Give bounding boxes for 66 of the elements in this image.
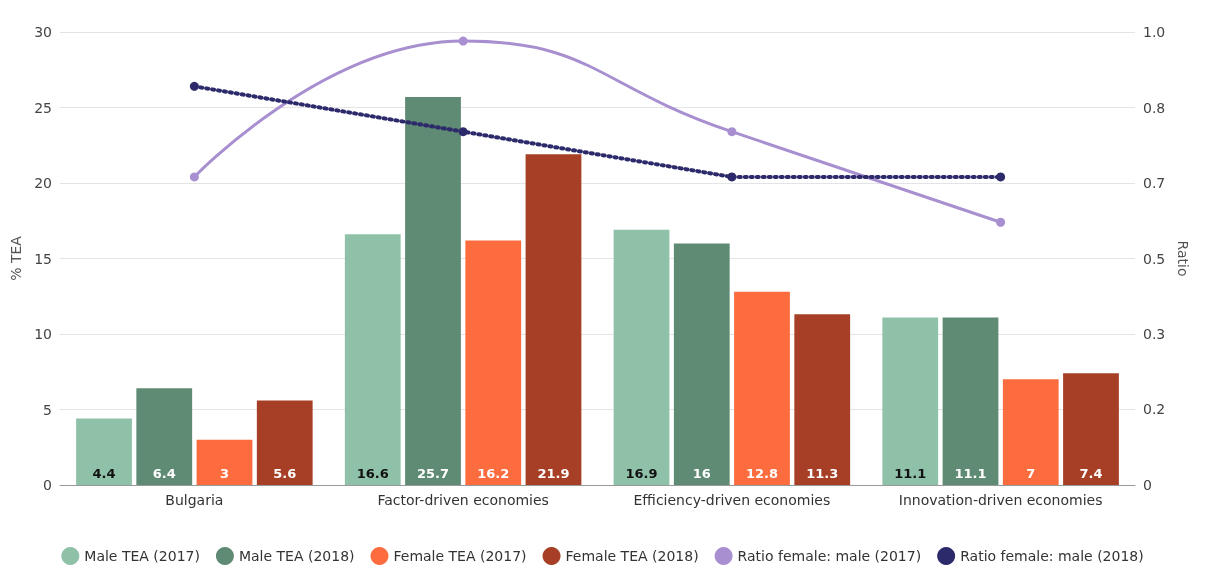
bar	[196, 439, 253, 485]
point	[727, 172, 737, 182]
x-tick-label: Efficiency-driven economies	[633, 492, 831, 508]
bar	[1002, 379, 1059, 485]
bar	[465, 240, 522, 485]
bar	[1063, 373, 1119, 485]
point	[996, 172, 1006, 182]
data-label: 11.3	[806, 466, 839, 481]
bar	[405, 96, 461, 485]
bar	[673, 243, 730, 485]
data-label: 6.4	[152, 466, 176, 481]
y2-tick-label: 0.8	[1143, 99, 1166, 116]
data-label: 16	[692, 466, 711, 481]
x-tick-label: Bulgaria	[165, 492, 224, 508]
legend-label: Female TEA (2018)	[565, 548, 699, 564]
bar	[734, 291, 790, 485]
legend-label: Ratio female: male (2018)	[960, 548, 1144, 564]
data-label: 7	[1026, 466, 1036, 481]
data-label: 5.6	[273, 466, 297, 481]
point	[458, 127, 468, 137]
y2-tick-label: 0	[1143, 477, 1152, 493]
y-tick-label: 20	[34, 175, 52, 191]
bar	[794, 314, 851, 485]
y-axis-title: % TEA	[8, 235, 25, 281]
data-label: 3	[219, 466, 230, 481]
data-label: 16.6	[356, 466, 389, 481]
y-tick-label: 30	[34, 24, 52, 40]
y-tick-label: 0	[43, 477, 52, 493]
y-tick-label: 10	[34, 326, 52, 342]
y2-tick-label: 0.5	[1143, 250, 1166, 267]
data-label: 21.9	[537, 466, 570, 481]
bar	[525, 154, 582, 485]
bar	[942, 317, 999, 485]
y2-tick-label: 0.2	[1143, 401, 1166, 418]
data-label: 7.4	[1079, 466, 1103, 481]
point	[996, 217, 1006, 227]
y2-axis-title: Ratio	[1175, 240, 1192, 277]
legend-label: Female TEA (2017)	[393, 548, 527, 564]
bar	[136, 388, 193, 485]
legend-label: Male TEA (2017)	[84, 548, 200, 564]
point	[189, 172, 199, 182]
legend-label: Male TEA (2018)	[238, 548, 355, 564]
x-tick-label: Factor-driven economies	[377, 492, 549, 508]
bar	[344, 234, 401, 485]
y2-tick-label: 0.3	[1143, 326, 1166, 343]
data-label: 11.1	[894, 466, 927, 481]
bar	[882, 317, 939, 485]
data-label: 16.9	[625, 466, 658, 481]
y-tick-label: 15	[34, 250, 52, 267]
point	[727, 127, 737, 137]
data-label: 25.7	[416, 466, 450, 481]
data-label: 12.8	[745, 466, 779, 481]
point	[189, 81, 199, 91]
point	[458, 36, 468, 46]
data-label: 16.2	[477, 466, 510, 481]
x-tick-label: Innovation-driven economies	[898, 492, 1103, 508]
y2-tick-label: 1.0	[1143, 24, 1166, 40]
data-label: 11.1	[954, 466, 987, 481]
y2-tick-label: 0.7	[1143, 174, 1166, 191]
legend-label: Ratio female: male (2017)	[737, 548, 922, 564]
bar	[76, 418, 132, 485]
bar	[613, 229, 670, 485]
bar	[256, 400, 313, 485]
data-label: 4.4	[92, 466, 116, 481]
y-tick-label: 5	[43, 401, 52, 418]
y-tick-label: 25	[34, 99, 52, 116]
